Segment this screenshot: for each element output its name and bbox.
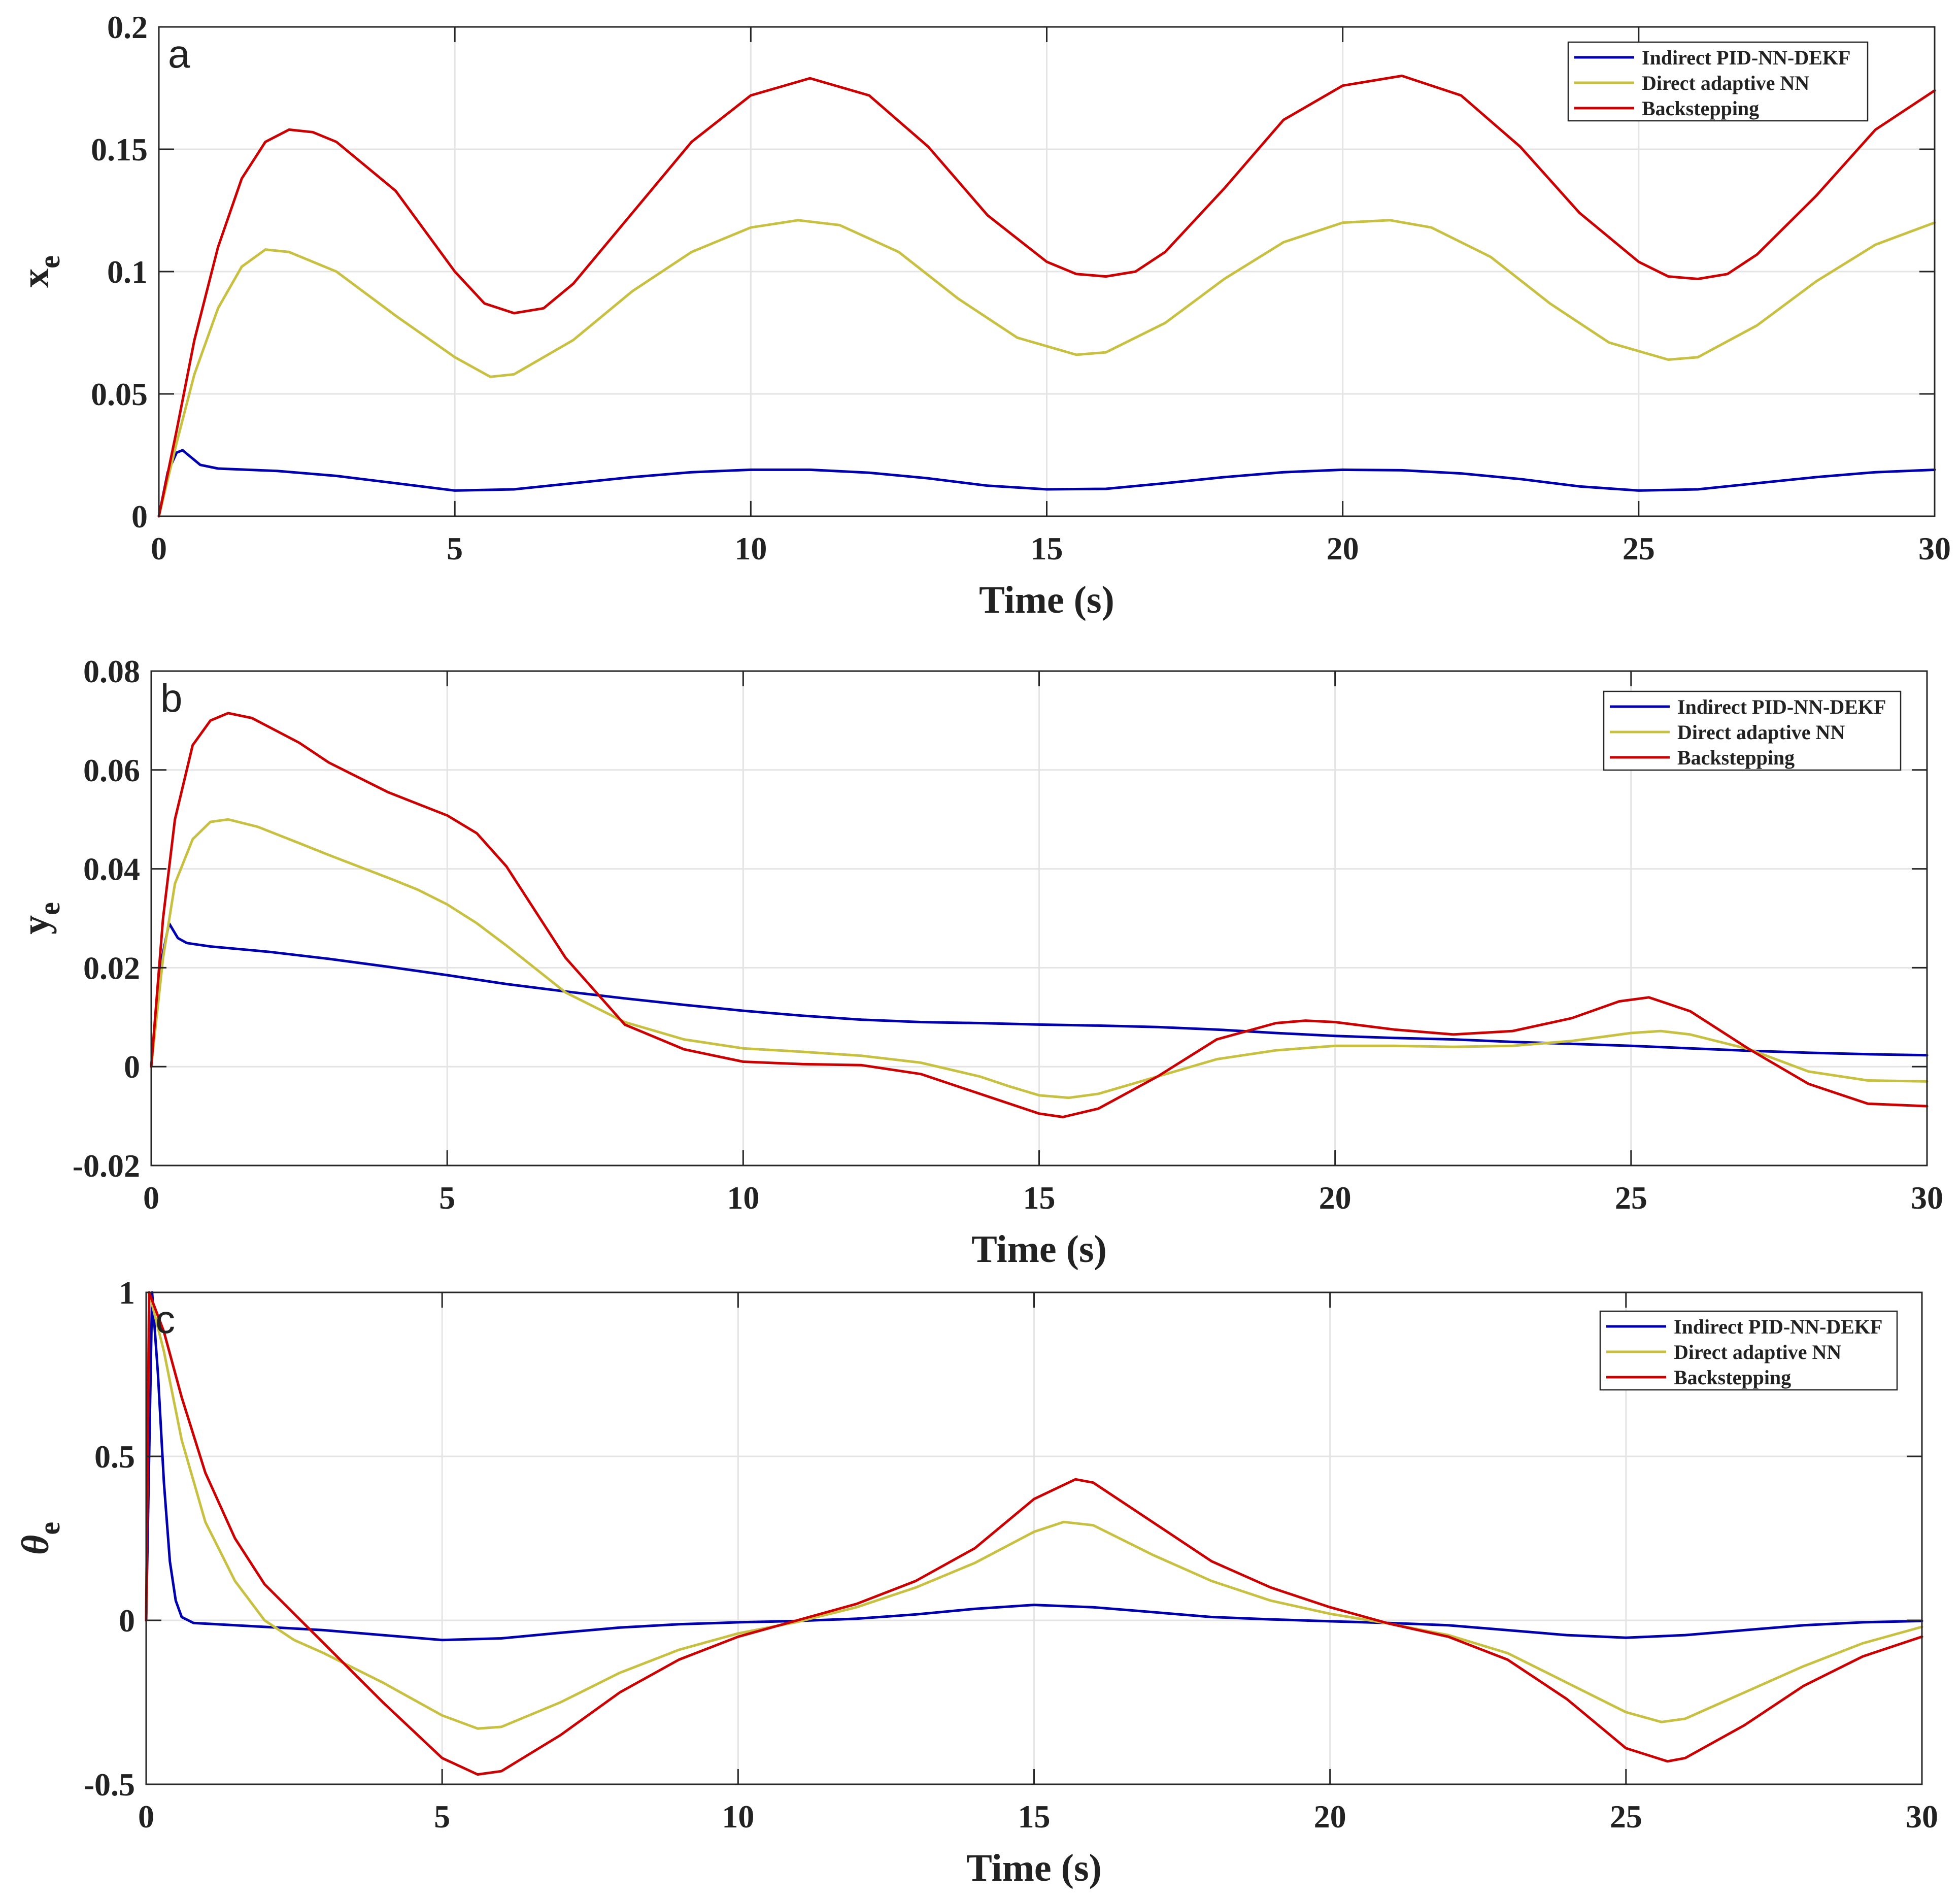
series-line-2 bbox=[150, 818, 1929, 1100]
legend-label: Backstepping bbox=[1677, 746, 1795, 769]
series-line-1 bbox=[150, 922, 1929, 1068]
panel-letter: b bbox=[160, 676, 182, 720]
x-tick-label: 5 bbox=[447, 530, 463, 567]
legend-label: Direct adaptive NN bbox=[1677, 721, 1845, 744]
chart-panel-a: 0 5 10 15 20 25 30 0 0.05 0.1 0.15 0.2 Time (s) xe a In… bbox=[14, 9, 1951, 621]
legend-label: Direct adaptive NN bbox=[1674, 1341, 1841, 1363]
series-line-3 bbox=[150, 712, 1929, 1118]
x-tick-label: 25 bbox=[1615, 1180, 1647, 1216]
panel-letter: a bbox=[168, 31, 190, 76]
legend: Indirect PID-NN-DEKF Direct adaptive NN Ba… bbox=[1599, 1310, 1898, 1391]
y-tick-label: 0 bbox=[124, 1049, 140, 1085]
y-tick-label: 0 bbox=[131, 498, 148, 535]
x-tick-label: 0 bbox=[151, 530, 167, 567]
series-line-2 bbox=[145, 1291, 1923, 1730]
x-tick-label: 15 bbox=[1023, 1180, 1056, 1216]
x-tick-label: 20 bbox=[1314, 1799, 1346, 1835]
legend-label: Indirect PID-NN-DEKF bbox=[1674, 1315, 1882, 1338]
y-tick-label: 0.02 bbox=[83, 950, 140, 986]
x-tick-label: 5 bbox=[439, 1180, 455, 1216]
y-axis-label: xe bbox=[14, 255, 66, 288]
y-tick-label: 0.1 bbox=[107, 254, 148, 290]
x-tick-label: 15 bbox=[1031, 530, 1063, 567]
x-tick-label: 30 bbox=[1918, 530, 1951, 567]
y-tick-label: -0.02 bbox=[73, 1148, 140, 1184]
series-line-1 bbox=[157, 449, 1936, 518]
x-tick-label: 10 bbox=[727, 1180, 759, 1216]
y-tick-label: 0.06 bbox=[83, 752, 140, 788]
series-line-1 bbox=[145, 1291, 1923, 1642]
y-axis-label: θe bbox=[14, 1522, 66, 1555]
legend-label: Backstepping bbox=[1674, 1366, 1791, 1389]
x-tick-label: 30 bbox=[1911, 1180, 1943, 1216]
y-axis-label: ye bbox=[14, 902, 66, 935]
x-tick-label: 10 bbox=[734, 530, 767, 567]
legend: Indirect PID-NN-DEKF Direct adaptive NN Ba… bbox=[1567, 41, 1869, 122]
y-tick-label: 0.04 bbox=[83, 851, 140, 887]
y-tick-label: 0.08 bbox=[83, 653, 140, 689]
y-tick-label: 0.05 bbox=[91, 376, 148, 412]
legend: Indirect PID-NN-DEKF Direct adaptive NNBa… bbox=[1603, 690, 1902, 771]
x-axis-label: Time (s) bbox=[966, 1847, 1102, 1889]
legend-label: Indirect PID-NN-DEKF bbox=[1642, 46, 1850, 69]
x-axis-label: Time (s) bbox=[979, 579, 1114, 621]
y-tick-label: 0.2 bbox=[107, 9, 148, 45]
legend-label: Indirect PID-NN-DEKF bbox=[1677, 695, 1886, 718]
y-tick-label: 0.5 bbox=[94, 1439, 135, 1475]
series-line-3 bbox=[157, 74, 1936, 518]
y-tick-label: -0.5 bbox=[84, 1767, 135, 1803]
x-tick-label: 0 bbox=[138, 1799, 154, 1835]
legend-label: Direct adaptive NN bbox=[1642, 72, 1809, 94]
x-tick-label: 0 bbox=[143, 1180, 159, 1216]
x-tick-label: 20 bbox=[1319, 1180, 1351, 1216]
x-tick-label: 5 bbox=[434, 1799, 450, 1835]
series-line-2 bbox=[157, 219, 1936, 518]
x-tick-label: 30 bbox=[1906, 1799, 1938, 1835]
x-axis-label: Time (s) bbox=[971, 1228, 1107, 1271]
y-tick-label: 0 bbox=[119, 1603, 135, 1639]
panel-letter: c bbox=[155, 1297, 175, 1342]
legend-label: Backstepping bbox=[1642, 97, 1759, 120]
x-tick-label: 25 bbox=[1610, 1799, 1642, 1835]
y-tick-label: 0.15 bbox=[91, 131, 148, 168]
x-tick-label: 15 bbox=[1018, 1799, 1051, 1835]
x-tick-label: 20 bbox=[1327, 530, 1359, 567]
x-tick-label: 25 bbox=[1623, 530, 1655, 567]
y-tick-label: 1 bbox=[119, 1275, 135, 1311]
series-line-3 bbox=[145, 1291, 1923, 1776]
x-tick-label: 10 bbox=[722, 1799, 754, 1835]
